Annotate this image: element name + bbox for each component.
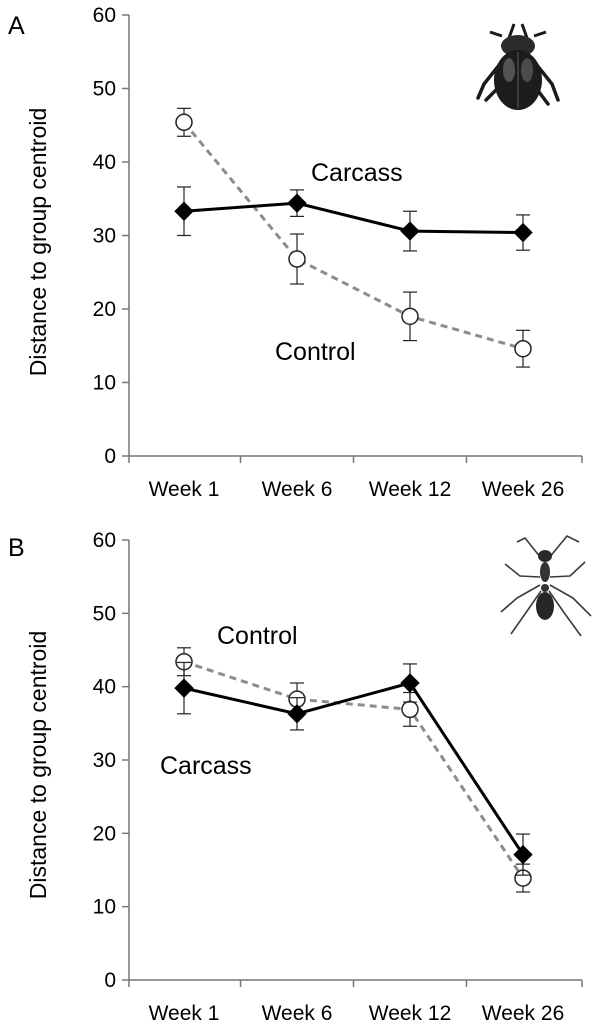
y-tick-label-a: 30 (93, 225, 116, 248)
y-tick-label-a: 0 (104, 445, 116, 468)
data-point-control-b (401, 700, 419, 719)
data-point-carcass-b (287, 704, 307, 724)
y-tick-label-b: 30 (93, 749, 116, 772)
series-label-carcass-a: Carcass (311, 159, 403, 187)
y-tick-label-b: 50 (93, 602, 116, 625)
y-tick-label-a: 60 (93, 4, 116, 27)
series-line-control-a (182, 121, 524, 351)
panel-label-a: A (8, 12, 25, 40)
data-point-control-a (175, 113, 193, 132)
y-tick-label-a: 40 (93, 151, 116, 174)
series-label-carcass-b: Carcass (160, 752, 252, 780)
panel-label-b: B (8, 534, 25, 562)
y-tick-label-b: 20 (93, 822, 116, 845)
y-axis-label-b: Distance to group centroid (25, 631, 51, 900)
series-label-control-a: Control (275, 338, 356, 366)
data-point-carcass-b (174, 678, 194, 698)
y-tick-label-a: 10 (93, 372, 116, 395)
x-tick-label-a: Week 12 (369, 478, 452, 501)
panel-a: A Distance to group centroid Carcass Con… (8, 4, 583, 501)
y-tick-label-b: 0 (104, 969, 116, 992)
series-line-carcass-b (183, 681, 525, 856)
y-tick-label-a: 20 (93, 298, 116, 321)
x-tick-label-b: Week 6 (262, 1002, 333, 1025)
data-point-carcass-b (400, 673, 420, 693)
x-tick-label-a: Week 6 (262, 478, 333, 501)
x-tick-label-a: Week 1 (149, 478, 220, 501)
x-tick-label-b: Week 26 (482, 1002, 565, 1025)
x-tick-label-a: Week 26 (482, 478, 565, 501)
y-tick-label-a: 50 (93, 78, 116, 101)
data-point-carcass-a (174, 201, 194, 221)
data-point-carcass-a (513, 222, 533, 243)
x-tick-label-b: Week 12 (369, 1002, 452, 1025)
x-tick-label-b: Week 1 (149, 1002, 220, 1025)
data-point-carcass-a (287, 193, 307, 213)
data-point-control-a (401, 307, 419, 326)
series-label-control-b: Control (217, 622, 298, 650)
series-line-carcass-a (183, 201, 524, 235)
y-axis-label-a: Distance to group centroid (25, 108, 51, 377)
y-tick-label-b: 40 (93, 676, 116, 699)
ant-icon (500, 534, 592, 637)
dung-beetle-icon (476, 23, 560, 110)
y-tick-label-b: 10 (93, 896, 116, 919)
panel-b: B Distance to group centroid Control Car… (8, 529, 592, 1025)
data-point-carcass-b (513, 844, 533, 865)
data-point-control-a (288, 250, 306, 268)
y-tick-label-b: 60 (93, 529, 116, 552)
data-point-carcass-a (400, 221, 420, 241)
data-point-control-a (514, 339, 532, 358)
